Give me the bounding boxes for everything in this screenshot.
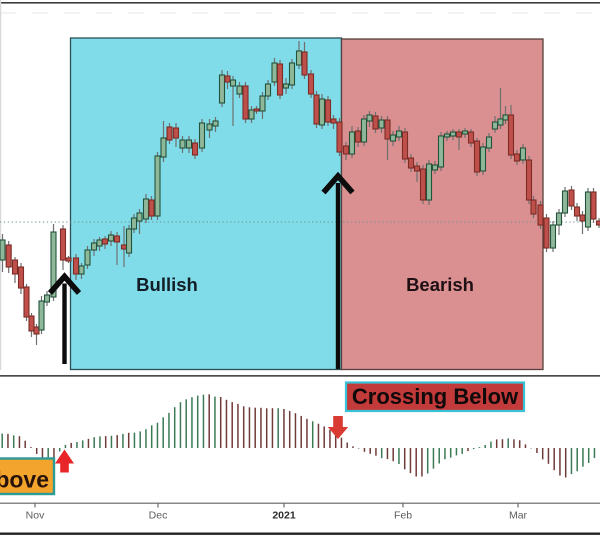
svg-text:Mar: Mar bbox=[509, 510, 528, 522]
svg-text:Dec: Dec bbox=[149, 510, 168, 522]
svg-text:Feb: Feb bbox=[394, 510, 412, 522]
svg-text:Crossing Below: Crossing Below bbox=[352, 384, 519, 409]
svg-text:Nov: Nov bbox=[26, 510, 45, 522]
svg-text:Crossing Above: Crossing Above bbox=[0, 467, 49, 493]
svg-text:Bullish: Bullish bbox=[136, 274, 198, 295]
svg-text:2021: 2021 bbox=[272, 510, 296, 522]
svg-text:Bearish: Bearish bbox=[406, 274, 474, 295]
